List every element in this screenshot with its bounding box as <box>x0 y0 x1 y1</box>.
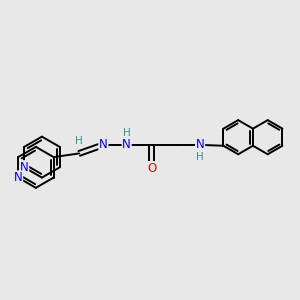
Text: N: N <box>14 171 22 184</box>
Text: H: H <box>75 136 83 146</box>
Text: N: N <box>122 138 131 152</box>
Text: N: N <box>196 138 204 152</box>
Text: H: H <box>196 152 204 162</box>
Text: N: N <box>20 161 28 174</box>
Text: H: H <box>123 128 130 138</box>
Text: N: N <box>99 138 108 152</box>
Text: O: O <box>147 162 156 175</box>
